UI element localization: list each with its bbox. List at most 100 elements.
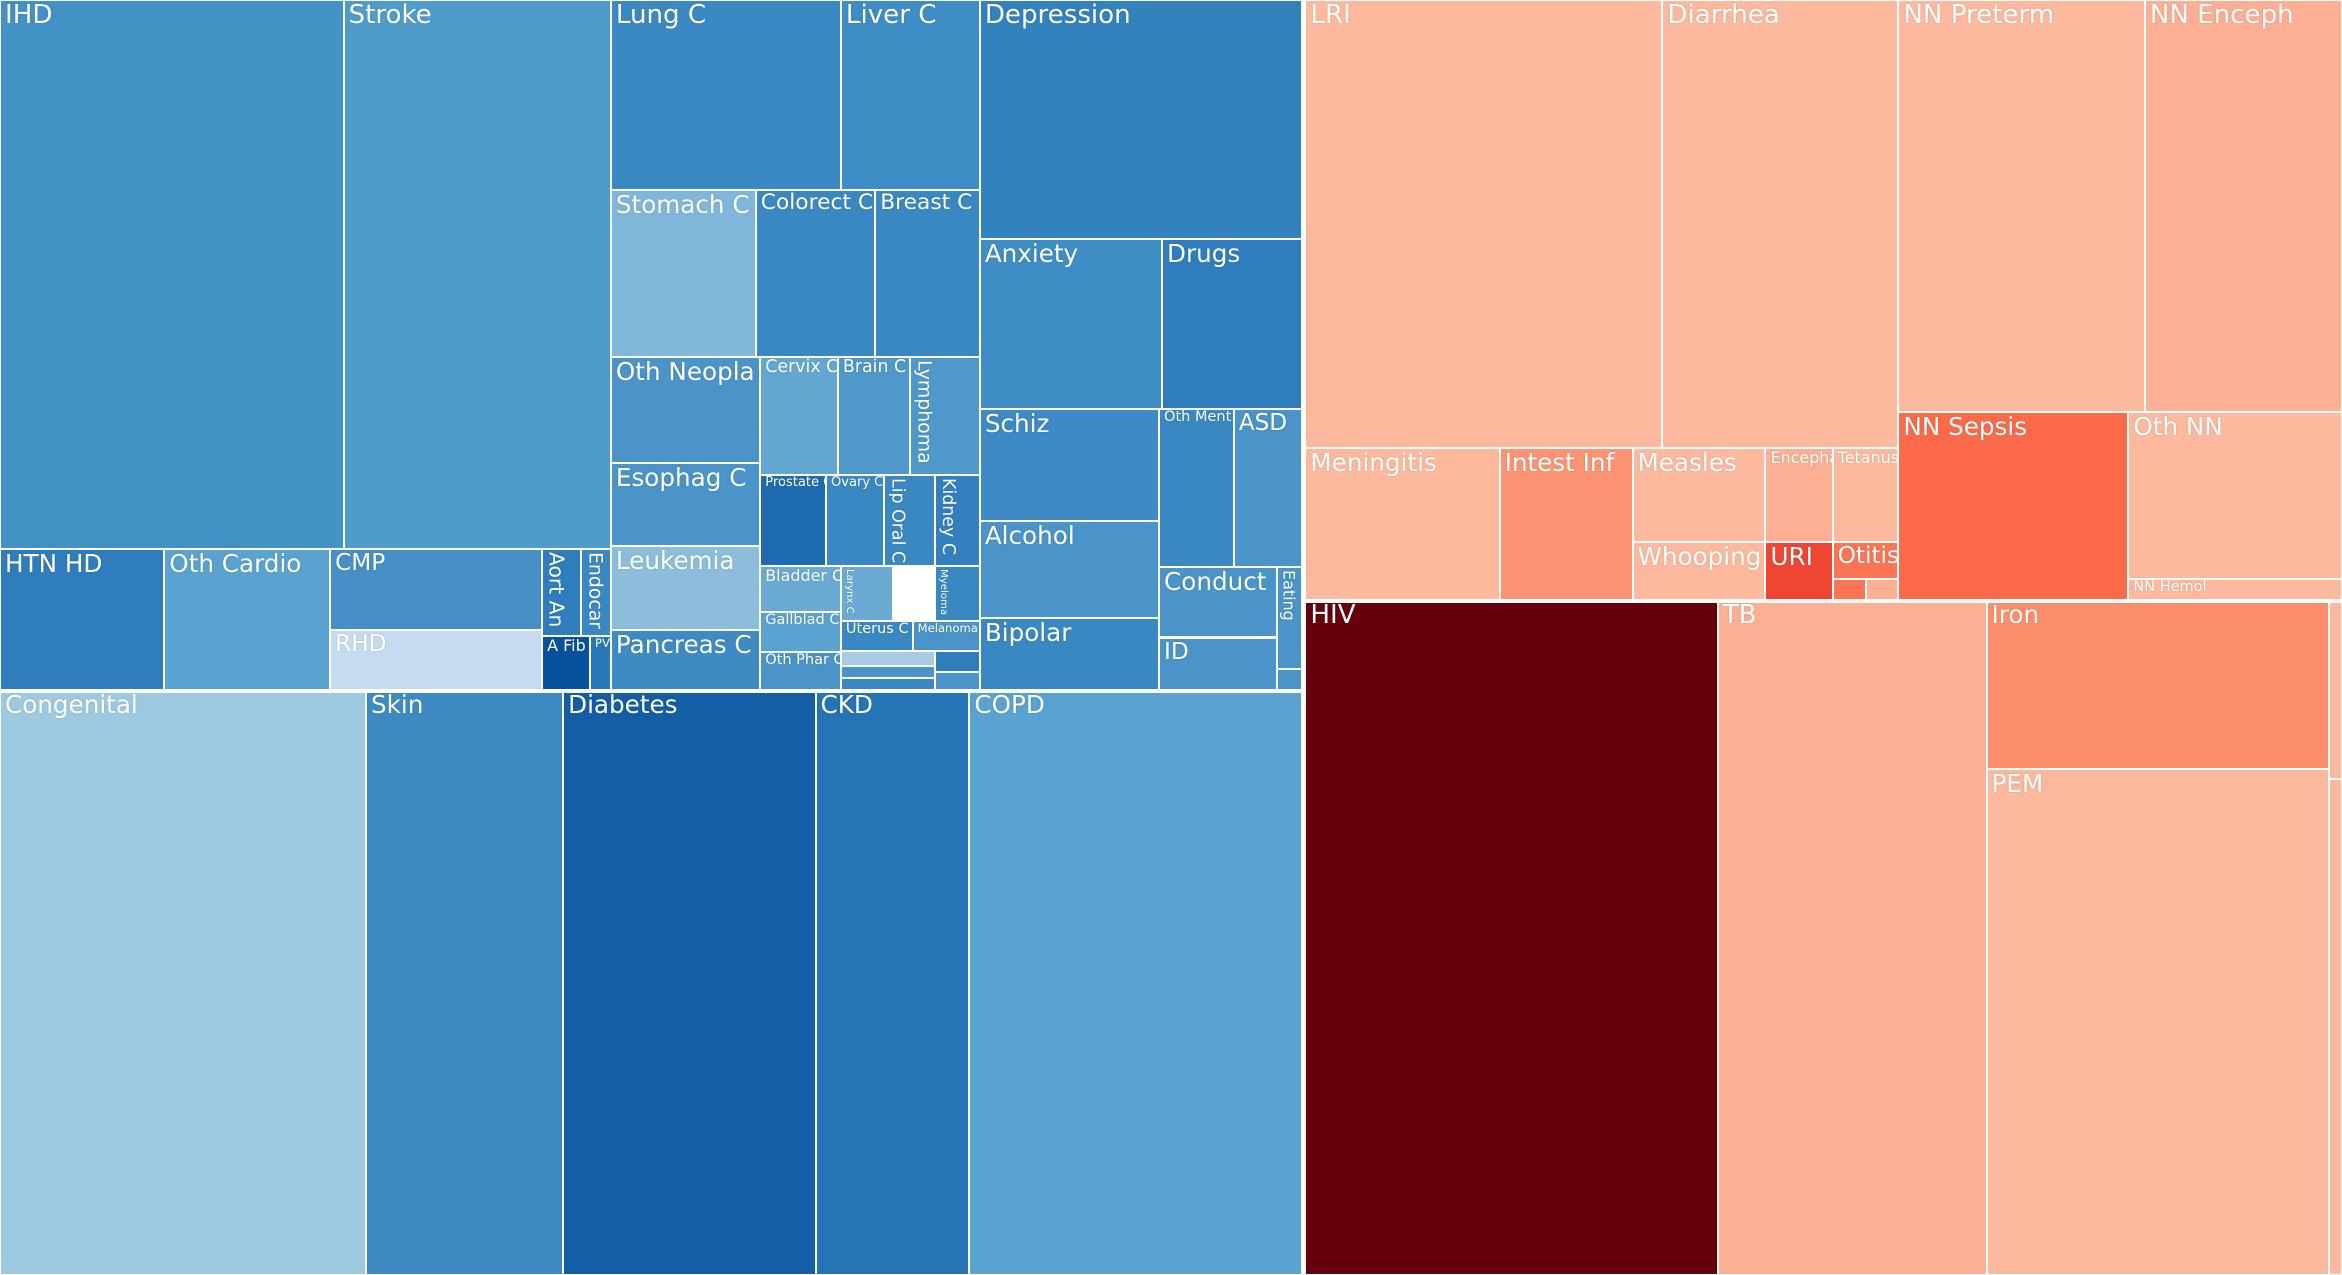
treemap-cell-htn-hd[interactable]: HTN HD [0,549,165,690]
treemap-cell-leukemia[interactable]: Leukemia [610,546,761,631]
treemap-cell-copd[interactable]: COPD [969,689,1303,1275]
treemap-cell-ovary-c[interactable]: Ovary C [825,474,885,566]
treemap-cell-prostate-c[interactable]: Prostate C [760,474,826,566]
treemap-cell-diabetes[interactable]: Diabetes [563,689,816,1275]
treemap-cell-meningitis[interactable]: Meningitis [1305,447,1500,601]
treemap-cell-cmp[interactable]: CMP [330,549,543,631]
treemap-label-myeloma: Myeloma [938,568,950,615]
treemap-cell-liver-c[interactable]: Liver C [840,0,980,190]
treemap-cell-bladder-c[interactable]: Bladder C [760,565,841,613]
treemap-label-stomach-c: Stomach C [615,189,750,219]
treemap-cell-brain-c[interactable]: Brain C [837,356,910,475]
treemap-cell-schiz[interactable]: Schiz [979,409,1160,522]
treemap-cell-colorect-c[interactable]: Colorect C [755,189,876,357]
treemap-label-pem: PEM [1991,768,2044,798]
treemap-cell-unlabeled-8[interactable] [2328,600,2342,780]
treemap-cell-endocar[interactable]: Endocar [581,549,611,637]
treemap-cell-oth-ment[interactable]: Oth Ment [1159,409,1234,568]
treemap-label-diarrhea: Diarrhea [1667,0,1780,30]
treemap-cell-oth-neopla[interactable]: Oth Neopla [610,356,761,463]
treemap-label-oth-neopla: Oth Neopla [615,356,755,386]
treemap-cell-id[interactable]: ID [1159,637,1278,690]
treemap-label-meningitis: Meningitis [1310,447,1437,477]
treemap-label-nn-preterm: NN Preterm [1903,0,2055,30]
treemap-label-larynx-c: Larynx C [844,568,856,614]
treemap-cell-anxiety[interactable]: Anxiety [979,238,1163,410]
treemap-cell-ckd[interactable]: CKD [815,689,970,1275]
treemap-cell-nn-sepsis[interactable]: NN Sepsis [1898,412,2129,601]
treemap-cell-pancreas-c[interactable]: Pancreas C [610,630,761,690]
treemap-cell-congenital[interactable]: Congenital [0,689,366,1275]
treemap-cell-bipolar[interactable]: Bipolar [979,618,1160,690]
treemap-cell-otitis[interactable]: Otitis [1832,541,1899,580]
treemap-cell-hiv[interactable]: HIV [1305,600,1718,1275]
treemap-cell-tetanus[interactable]: Tetanus [1832,447,1899,542]
treemap-cell-lymphoma[interactable]: Lymphoma [909,356,980,475]
treemap-cell-larynx-c[interactable]: Larynx C [840,565,894,622]
treemap-cell-depression[interactable]: Depression [979,0,1303,239]
treemap-cell-skin[interactable]: Skin [365,689,564,1275]
treemap-cell-gallblad-c[interactable]: Gallblad C [760,612,841,653]
treemap-cell-nn-preterm[interactable]: NN Preterm [1898,0,2145,413]
treemap-cell-pem[interactable]: PEM [1986,768,2329,1275]
treemap-cell-aort-an[interactable]: Aort An [542,549,581,637]
treemap-label-cmp: CMP [335,549,386,577]
treemap-cell-unlabeled-6[interactable] [1832,579,1866,601]
treemap-label-conduct: Conduct [1164,567,1267,597]
treemap-cell-unlabeled-3[interactable] [935,650,980,672]
treemap-cell-uri[interactable]: URI [1765,541,1833,601]
treemap-cell-ihd[interactable]: IHD [0,0,344,550]
treemap-label-lri: LRI [1310,0,1351,30]
treemap-cell-lung-c[interactable]: Lung C [610,0,841,190]
treemap-label-alcohol: Alcohol [984,521,1075,551]
treemap-cell-measles[interactable]: Measles [1632,447,1766,542]
treemap-cell-tb[interactable]: TB [1717,600,1987,1275]
treemap-cell-a-fib[interactable]: A Fib [542,636,590,690]
treemap-cell-unlabeled-0[interactable] [840,650,935,666]
treemap-label-measles: Measles [1637,447,1737,477]
treemap-cell-intest-inf[interactable]: Intest Inf [1499,447,1633,601]
treemap-label-a-fib: A Fib [547,636,586,656]
treemap-cell-kidney-c[interactable]: Kidney C [935,474,980,566]
treemap-cell-alcohol[interactable]: Alcohol [979,521,1160,619]
treemap-cell-asd[interactable]: ASD [1233,409,1303,568]
treemap-cell-cervix-c[interactable]: Cervix C [760,356,838,475]
treemap-cell-lri[interactable]: LRI [1305,0,1663,448]
group-separator [0,689,1303,693]
treemap-cell-nn-hemol[interactable]: NN Hemol [2128,579,2342,601]
treemap-label-diabetes: Diabetes [568,689,678,719]
treemap-cell-unlabeled-4[interactable] [935,671,980,690]
treemap-cell-oth-nn[interactable]: Oth NN [2128,412,2342,580]
treemap-label-tb: TB [1722,600,1757,631]
treemap-cell-pvd[interactable]: PVD [589,636,611,690]
treemap-cell-uterus-c[interactable]: Uterus C [840,621,913,651]
treemap-cell-unlabeled-7[interactable] [1865,579,1899,601]
treemap-label-liver-c: Liver C [845,0,937,30]
treemap-cell-unlabeled-1[interactable] [840,665,935,678]
treemap-cell-esophag-c[interactable]: Esophag C [610,462,761,547]
treemap-cell-myeloma[interactable]: Myeloma [935,565,980,622]
treemap-cell-drugs[interactable]: Drugs [1162,238,1303,410]
treemap-label-anxiety: Anxiety [984,238,1079,268]
treemap-cell-rhd[interactable]: RHD [330,630,543,690]
treemap-cell-stroke[interactable]: Stroke [343,0,611,550]
treemap-cell-iron[interactable]: Iron [1986,600,2329,769]
treemap-cell-stomach-c[interactable]: Stomach C [610,189,756,357]
treemap-cell-unlabeled-5[interactable] [1277,668,1303,690]
treemap-label-otitis: Otitis [1837,541,1899,569]
treemap-cell-encepha[interactable]: Encepha [1765,447,1833,542]
treemap-cell-nn-enceph[interactable]: NN Enceph [2144,0,2342,413]
treemap-cell-diarrhea[interactable]: Diarrhea [1662,0,1899,448]
treemap-cell-eating[interactable]: Eating [1277,567,1303,669]
treemap-cell-whooping[interactable]: Whooping [1632,541,1766,601]
treemap-cell-unlabeled-2[interactable] [840,677,935,690]
treemap-cell-conduct[interactable]: Conduct [1159,567,1278,638]
treemap-cell-oth-phar-c[interactable]: Oth Phar C [760,652,841,690]
treemap-cell-breast-c[interactable]: Breast C [875,189,980,357]
treemap-cell-lip-oral-c[interactable]: Lip Oral C [884,474,935,566]
treemap-label-cervix-c: Cervix C [765,356,838,377]
treemap-cell-melanoma[interactable]: Melanoma [912,621,980,651]
treemap-label-leukemia: Leukemia [615,546,735,576]
treemap-label-kidney-c: Kidney C [938,477,959,555]
treemap-cell-oth-cardio[interactable]: Oth Cardio [164,549,331,690]
